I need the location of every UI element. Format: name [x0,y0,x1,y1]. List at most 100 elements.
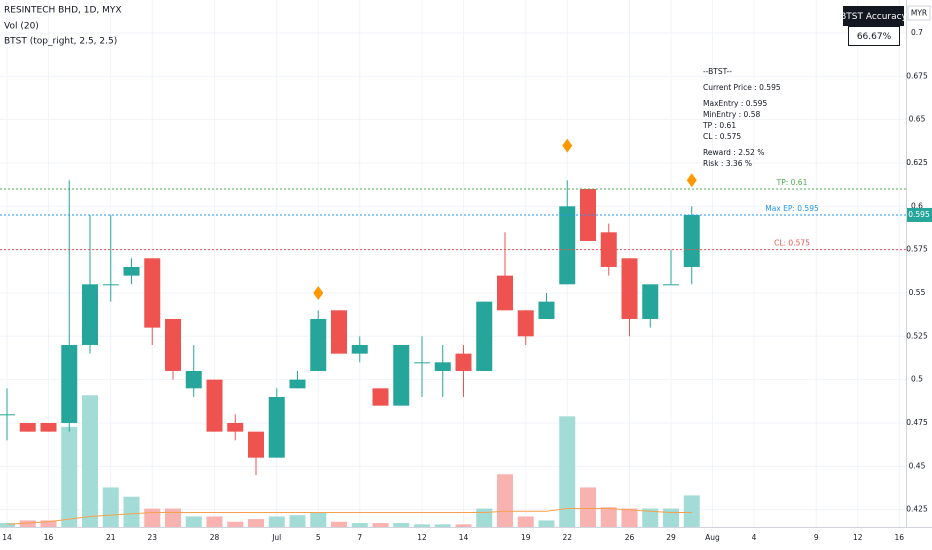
volume-bar [206,516,223,527]
volume-bar [517,516,534,527]
volume-bar [497,474,513,527]
x-tick-label: 21 [106,533,116,542]
candle-body [642,284,659,319]
signal-diamond [313,285,324,300]
candle-body [476,301,493,371]
x-tick-label: 22 [562,533,572,542]
y-tick-label: 0.425 [906,505,928,514]
x-tick-label: 16 [44,533,54,542]
volume-bar [289,515,306,527]
x-tick-label: Jul [271,533,281,542]
x-tick-label: Aug [705,533,720,542]
level-label: Max EP: 0.595 [765,204,819,213]
y-tick-label: 0.6 [911,201,923,210]
x-tick-label: 14 [459,533,469,542]
x-tick-label: 28 [210,533,220,542]
volume-bar [185,516,202,527]
x-tick-label: 4 [752,533,757,542]
candle-body [289,379,306,389]
volume-bar [227,521,244,527]
y-tick-label: 0.625 [906,158,928,167]
volume-bar [580,487,596,527]
volume-bar [144,508,161,527]
volume-bar [248,519,264,527]
volume-bar [372,523,389,527]
candle-body [19,422,36,432]
accuracy-header [843,6,904,26]
info-line: --BTST-- [703,67,732,76]
candle-body [683,214,700,267]
volume-bar [414,524,430,527]
candle-body [351,344,368,354]
candle-body [331,310,347,354]
candle-body [434,362,451,371]
candle-body [123,266,140,276]
volume-bar [310,512,327,527]
x-tick-label: 9 [814,533,819,542]
x-tick-label: 19 [521,533,531,542]
info-line: MinEntry : 0.58 [703,110,760,119]
y-tick-label: 0.45 [909,461,926,470]
x-tick-label: 29 [666,533,676,542]
x-tick-label: 12 [417,533,427,542]
candle-body [144,258,161,328]
info-line: Risk : 3.36 % [703,159,752,168]
volume-bar [331,521,347,527]
candle-body [517,310,534,337]
volume-bar [102,487,119,527]
candle-body [206,379,223,432]
x-tick-label: 7 [357,533,362,542]
x-tick-label: 23 [147,533,157,542]
chart-title: RESINTECH BHD, 1D, MYX [4,6,122,16]
volume-bar [351,523,368,527]
x-tick-label: 5 [316,533,321,542]
y-tick-label: 0.675 [906,71,928,80]
candle-body [497,275,513,311]
signal-diamond [686,173,697,188]
volume-bar [165,508,181,527]
candle-body [414,362,430,364]
candle-body [310,318,327,371]
y-tick-label: 0.575 [906,245,928,254]
volume-bar [663,508,679,527]
volume-bar [683,495,700,527]
info-line: MaxEntry : 0.595 [703,99,767,108]
volume-bar [559,416,576,527]
volume-bar [455,524,472,527]
volume-bar [476,508,493,527]
candle-body [393,344,410,406]
candle-body [538,301,555,319]
volume-bar [434,524,451,527]
y-tick-label: 0.7 [911,28,923,37]
y-tick-label: 0.475 [906,418,928,427]
volume-bar [600,507,617,527]
candle-body [621,258,638,319]
candle-body [61,344,78,423]
candle-body [40,422,57,432]
level-label: TP: 0.61 [776,178,808,187]
info-line: Reward : 2.52 % [703,148,764,157]
candle-body [455,353,472,371]
currency-box [907,5,931,21]
candle-body [0,414,15,416]
candle-body [268,396,285,458]
candle-body [165,318,181,371]
x-tick-label: 26 [625,533,635,542]
y-tick-label: 0.5 [911,375,923,384]
volume-bar [642,508,659,527]
y-tick-label: 0.525 [906,331,928,340]
info-line: Current Price : 0.595 [703,83,781,92]
volume-bar [19,520,36,527]
volume-bar [621,508,638,527]
currency: MYR [911,9,927,18]
x-tick-label: 14 [2,533,12,542]
candle-body [82,284,98,345]
volume-bar [61,426,78,527]
x-tick-label: 12 [853,533,863,542]
candle-body [248,431,264,458]
y-tick-label: 0.55 [909,288,926,297]
volume-bar [123,496,140,527]
volume-bar [82,395,98,527]
